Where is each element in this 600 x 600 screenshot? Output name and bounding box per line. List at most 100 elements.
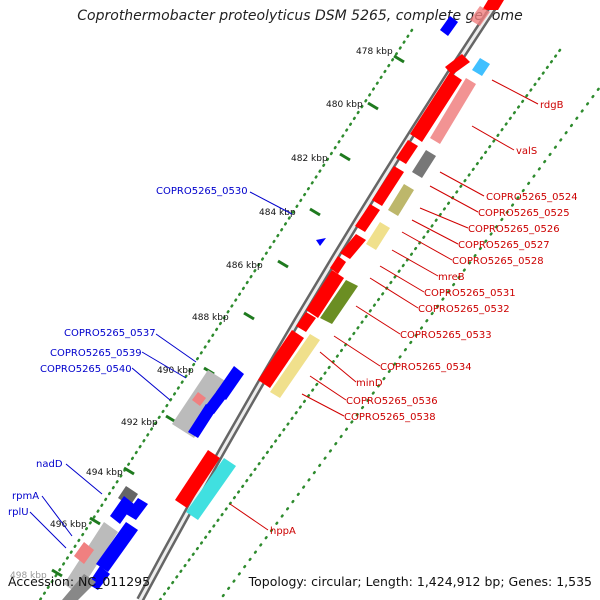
tick-mark [243,311,255,321]
gene-label: COPRO5265_0537 [64,328,156,339]
tick-label: 484 kbp [259,208,296,218]
gene-arrow [440,16,458,36]
cog-bars [186,6,490,520]
gene-label: COPRO5265_0539 [50,348,142,359]
gene-arrow [306,270,344,318]
gene-pink [192,392,206,406]
cog-bar-grey [412,150,436,178]
tick-mark [89,516,101,526]
callouts-left [29,191,293,549]
gene-label: COPRO5265_0531 [424,288,516,299]
gene-label: minD [356,378,383,389]
callout-line [131,367,171,401]
gene-label: COPRO5265_0527 [458,240,550,251]
tick-label: 488 kbp [192,313,229,323]
tick-label: 494 kbp [86,468,123,478]
callout-line [419,207,469,229]
gene-arrow [126,498,148,520]
gene-label: COPRO5265_0525 [478,208,570,219]
gene-grey [62,574,96,600]
callout-line [401,231,453,261]
gene-arrow [110,496,134,524]
gene-label: COPRO5265_0536 [346,396,438,407]
cog-bar-light [270,334,320,398]
cog-bar-light [366,222,390,250]
tick-label: 496 kbp [50,520,87,530]
callout-line [379,265,425,293]
gene-arrow [445,54,470,75]
cog-bar-khaki [388,184,414,216]
callout-line [249,191,293,215]
outer-guide-line [38,28,414,600]
gene-label: COPRO5265_0532 [418,304,510,315]
callout-line [41,495,73,537]
reverse-strand-genes [62,16,458,600]
inner-guide-line [158,48,562,600]
tick-label: 492 kbp [121,418,158,428]
gene-arrow [316,238,326,246]
tick-label: 480 kbp [326,100,363,110]
gene-label: rplU [8,507,29,518]
callout-line [29,511,67,549]
callout-line [229,503,269,531]
gene-label: COPRO5265_0530 [156,186,248,197]
labels-left: COPRO5265_0530 COPRO5265_0537 COPRO5265_… [8,186,248,518]
cog-bar-pink [430,78,476,144]
callout-line [411,219,459,245]
gene-arrow [204,384,232,414]
callout-line [319,351,357,383]
scale-tick-labels: 478 kbp 480 kbp 482 kbp 484 kbp 486 kbp … [10,47,393,581]
gene-label: COPRO5265_0526 [468,224,560,235]
gene-arrow [340,234,366,259]
map-title: Coprothermobacter proteolyticus DSM 5265… [77,8,523,24]
gene-arrow [355,204,380,232]
callouts-right [229,79,539,531]
callout-line [439,171,485,197]
tick-mark [393,54,405,64]
callout-line [141,351,187,379]
callout-line [65,463,103,495]
gene-label: valS [516,146,537,157]
gene-label: COPRO5265_0524 [486,192,578,203]
callout-line [429,185,479,213]
gene-label: COPRO5265_0538 [344,412,436,423]
forward-strand-genes [175,0,504,508]
tick-mark [277,259,289,269]
gene-pink [74,542,94,564]
tick-mark [367,101,379,111]
callout-line [309,375,347,401]
mid-guide-line [218,84,600,600]
callout-line [333,335,381,367]
tick-label: 498 kbp [10,571,47,581]
gene-label: hppA [270,526,296,537]
gene-label: nadD [36,459,63,470]
genome-summary-text: Topology: circular; Length: 1,424,912 bp… [248,574,592,589]
gene-arrow [482,0,504,10]
callout-line [155,333,197,363]
gene-grey [64,522,118,594]
callout-line [471,125,515,151]
tick-mark [309,207,321,217]
gene-arrow [372,166,404,206]
callout-line [491,79,539,105]
gene-label: rdgB [540,100,564,111]
gene-arrow [296,312,316,332]
callout-line [369,277,419,309]
tick-mark [51,568,63,578]
gene-arrow [175,450,220,508]
accession-text: Accession: NC_011295 [8,574,151,589]
labels-right: rdgB valS COPRO5265_0524 COPRO5265_0525 … [270,100,578,537]
gene-label: COPRO5265_0533 [400,330,492,341]
gene-label: COPRO5265_0528 [452,256,544,267]
cog-bar-cyan [186,458,236,520]
cog-bar-olive [320,280,358,324]
callout-line [355,305,401,335]
tick-label: 486 kbp [226,261,263,271]
gene-arrow [330,256,346,274]
callout-line [301,393,345,417]
cog-bar-cyan [472,58,490,76]
tick-mark [123,466,135,476]
gene-label: rpmA [12,491,39,502]
gene-label: COPRO5265_0534 [380,362,472,373]
